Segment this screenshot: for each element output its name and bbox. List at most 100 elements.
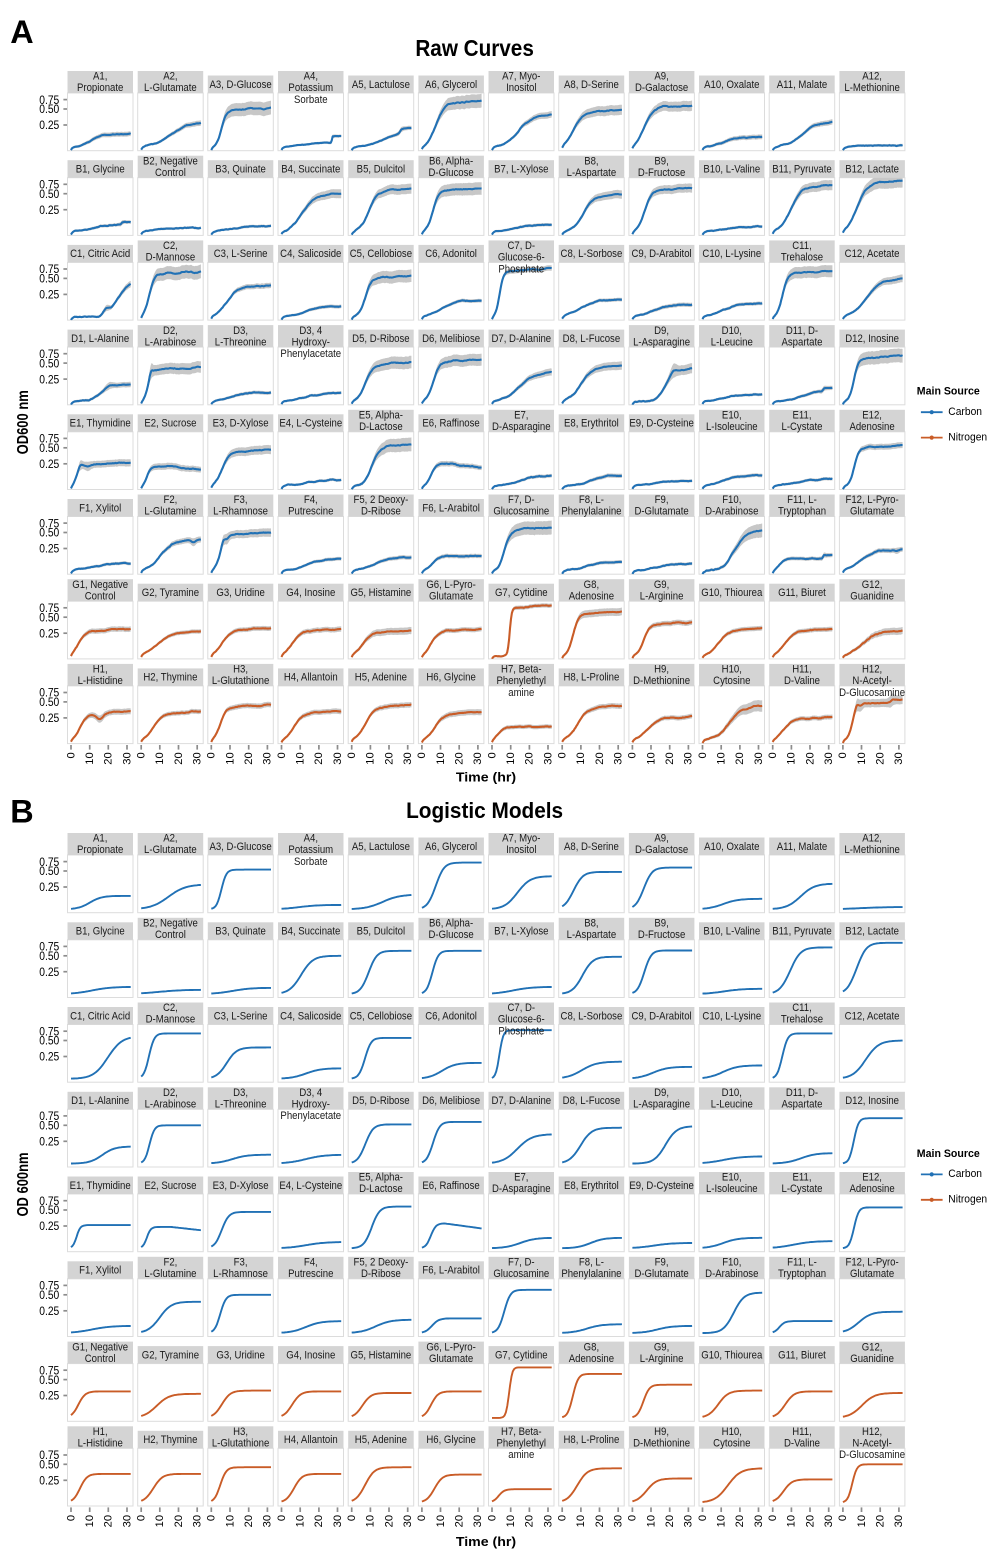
svg-text:Glutamate: Glutamate	[850, 506, 894, 518]
svg-text:30: 30	[332, 1515, 344, 1527]
svg-text:0.50: 0.50	[39, 527, 59, 540]
svg-text:D-Lactose: D-Lactose	[359, 422, 403, 434]
svg-text:A11, Malate: A11, Malate	[777, 79, 828, 91]
svg-text:L-Aspartate: L-Aspartate	[567, 930, 617, 942]
svg-text:Guanidine: Guanidine	[850, 1353, 894, 1365]
svg-text:D12, Inosine: D12, Inosine	[845, 1096, 899, 1108]
svg-text:B5, Dulcitol: B5, Dulcitol	[357, 926, 405, 938]
svg-text:C8, L-Sorbose: C8, L-Sorbose	[561, 249, 623, 261]
svg-text:10: 10	[856, 752, 868, 764]
svg-text:G12,: G12,	[862, 1342, 883, 1354]
svg-text:Nitrogen: Nitrogen	[948, 1193, 987, 1206]
svg-text:10: 10	[786, 752, 798, 764]
svg-text:H5, Adenine: H5, Adenine	[355, 672, 407, 684]
svg-text:D-Mannose: D-Mannose	[146, 252, 196, 264]
svg-text:10: 10	[505, 1515, 517, 1527]
svg-text:D-Mannose: D-Mannose	[146, 1014, 196, 1026]
svg-text:E7,: E7,	[514, 1172, 528, 1184]
svg-text:Carbon: Carbon	[948, 406, 982, 419]
svg-text:Guanidine: Guanidine	[850, 591, 894, 603]
svg-text:C7, D-: C7, D-	[507, 241, 535, 253]
svg-text:0.50: 0.50	[39, 697, 59, 710]
svg-text:0: 0	[486, 1515, 498, 1521]
svg-text:Propionate: Propionate	[77, 845, 124, 857]
svg-text:30: 30	[332, 752, 344, 764]
svg-text:10: 10	[575, 752, 587, 764]
svg-text:B10, L-Valine: B10, L-Valine	[703, 926, 760, 938]
svg-text:Phenylethyl: Phenylethyl	[497, 676, 547, 688]
svg-text:0.50: 0.50	[39, 1205, 59, 1218]
svg-text:0.50: 0.50	[39, 866, 59, 879]
svg-text:D-Ribose: D-Ribose	[361, 506, 401, 518]
svg-text:10: 10	[295, 1515, 307, 1527]
svg-text:N-Acetyl-: N-Acetyl-	[852, 676, 891, 688]
svg-text:D2,: D2,	[163, 325, 178, 337]
svg-text:L-Asparagine: L-Asparagine	[633, 337, 690, 349]
svg-text:Sorbate: Sorbate	[294, 856, 328, 868]
svg-text:20: 20	[313, 752, 325, 764]
svg-text:A8, D-Serine: A8, D-Serine	[564, 79, 619, 91]
svg-text:0.75: 0.75	[39, 1111, 59, 1124]
svg-text:L-Arabinose: L-Arabinose	[145, 1099, 197, 1111]
svg-text:Control: Control	[155, 930, 186, 942]
svg-text:20: 20	[804, 752, 816, 764]
svg-text:L-Methionine: L-Methionine	[844, 83, 900, 95]
svg-text:C12, Acetate: C12, Acetate	[845, 249, 900, 261]
svg-text:0.75: 0.75	[39, 1195, 59, 1208]
svg-text:C1, Citric Acid: C1, Citric Acid	[70, 1011, 130, 1023]
svg-text:E11,: E11,	[792, 410, 811, 422]
svg-text:D-Glucose: D-Glucose	[428, 167, 474, 179]
svg-text:C10, L-Lysine: C10, L-Lysine	[702, 1011, 761, 1023]
svg-text:30: 30	[823, 1515, 835, 1527]
svg-text:E5, Alpha-: E5, Alpha-	[359, 1172, 403, 1184]
svg-text:Glucose-6-: Glucose-6-	[498, 252, 545, 264]
svg-text:Phenylalanine: Phenylalanine	[561, 506, 621, 518]
svg-text:L-Glutamate: L-Glutamate	[144, 845, 197, 857]
svg-text:E8, Erythritol: E8, Erythritol	[564, 1180, 619, 1192]
svg-text:G10, Thiourea: G10, Thiourea	[701, 588, 762, 600]
svg-text:L-Histidine: L-Histidine	[78, 676, 124, 688]
svg-text:G4, Inosine: G4, Inosine	[286, 588, 335, 600]
svg-text:H12,: H12,	[862, 664, 882, 676]
svg-text:Sorbate: Sorbate	[294, 94, 328, 106]
svg-text:B9,: B9,	[654, 918, 668, 930]
svg-text:Phenylalanine: Phenylalanine	[561, 1269, 621, 1281]
svg-text:H8, L-Proline: H8, L-Proline	[563, 672, 619, 684]
svg-text:C6, Adonitol: C6, Adonitol	[425, 249, 477, 261]
svg-text:G2, Tyramine: G2, Tyramine	[142, 1350, 200, 1362]
svg-text:L-Threonine: L-Threonine	[215, 337, 267, 349]
svg-text:G2, Tyramine: G2, Tyramine	[142, 588, 200, 600]
svg-text:0.50: 0.50	[39, 612, 59, 625]
svg-text:B2, Negative: B2, Negative	[143, 156, 198, 168]
svg-text:0: 0	[136, 752, 148, 758]
svg-text:C10, L-Lysine: C10, L-Lysine	[702, 249, 761, 261]
svg-text:L-Leucine: L-Leucine	[711, 1099, 753, 1111]
svg-text:H3,: H3,	[233, 664, 248, 676]
svg-text:D-Lactose: D-Lactose	[359, 1184, 403, 1196]
svg-text:D-Glucosamine: D-Glucosamine	[839, 1450, 905, 1462]
svg-text:G3, Uridine: G3, Uridine	[216, 1350, 265, 1362]
svg-text:D-Asparagine: D-Asparagine	[492, 422, 551, 434]
svg-text:A5, Lactulose: A5, Lactulose	[352, 79, 410, 91]
svg-text:20: 20	[103, 752, 115, 764]
svg-text:30: 30	[472, 1515, 484, 1527]
svg-text:D2,: D2,	[163, 1088, 178, 1100]
svg-text:0.75: 0.75	[39, 687, 59, 700]
svg-text:H10,: H10,	[722, 1427, 742, 1439]
svg-text:D-Glucose: D-Glucose	[428, 930, 474, 942]
svg-text:0.75: 0.75	[39, 856, 59, 869]
svg-text:0.25: 0.25	[39, 966, 59, 979]
svg-text:E9, D-Cysteine: E9, D-Cysteine	[629, 1180, 694, 1192]
svg-text:B11, Pyruvate: B11, Pyruvate	[772, 926, 832, 938]
svg-text:Putrescine: Putrescine	[288, 1269, 334, 1281]
svg-text:20: 20	[664, 1515, 676, 1527]
svg-text:A12,: A12,	[862, 833, 882, 845]
svg-text:20: 20	[524, 752, 536, 764]
svg-text:E2, Sucrose: E2, Sucrose	[144, 418, 196, 430]
svg-text:30: 30	[121, 752, 133, 764]
svg-text:D-Galactose: D-Galactose	[635, 845, 689, 857]
svg-text:D3, 4: D3, 4	[299, 325, 322, 337]
svg-text:Tryptophan: Tryptophan	[778, 506, 826, 518]
svg-text:0.25: 0.25	[39, 713, 59, 726]
svg-text:0.25: 0.25	[39, 289, 59, 302]
